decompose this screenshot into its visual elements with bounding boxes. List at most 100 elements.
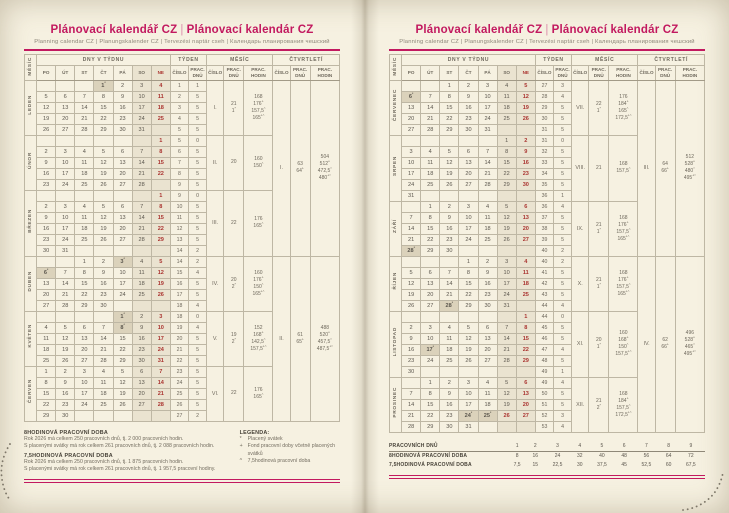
day-cell: 6 xyxy=(74,321,95,334)
value-line: 168 xyxy=(619,390,628,397)
day-cell: 19 xyxy=(93,167,114,180)
day-cell: 14 xyxy=(55,277,76,290)
day-cell: 18 xyxy=(496,101,517,114)
group-header-days: DNY V TÝDNU xyxy=(36,53,171,66)
day-cell xyxy=(515,123,536,136)
hours-row: PRACOVNÍCH DNŮ 1 2 3 4 5 6 7 8 9 xyxy=(389,441,705,452)
day-cell xyxy=(515,189,536,202)
day-cell: 20 xyxy=(515,222,536,235)
day-cell: 13 xyxy=(112,156,133,169)
week-number: 44 xyxy=(534,310,555,323)
hours-value: 37,5 xyxy=(597,462,607,469)
day-cell: 13 xyxy=(55,101,76,114)
day-cell: 8 xyxy=(515,321,536,334)
day-cell: 2 xyxy=(458,79,479,92)
marker: ^ xyxy=(330,336,332,341)
day-cell: 13 xyxy=(74,332,95,345)
day-cell: 14 xyxy=(93,332,114,345)
week-workdays: 1 xyxy=(552,189,573,202)
month-name: KVĚTEN xyxy=(23,310,38,367)
day-header-PÁ: PÁ xyxy=(112,64,133,81)
day-cell: 6* xyxy=(401,90,422,103)
week-number: 40 xyxy=(534,244,555,257)
day-cell xyxy=(477,365,498,378)
day-cell: 9 xyxy=(477,266,498,279)
value-line: 528+ xyxy=(684,335,695,344)
month-workdays: 20 xyxy=(223,134,245,191)
day-cell: 28 xyxy=(131,178,152,191)
day-cell: 6 xyxy=(55,90,76,103)
day-cell: 20 xyxy=(36,288,57,301)
day-cell: 10 xyxy=(496,266,517,279)
value-line: 520+ xyxy=(319,329,330,338)
marker: * xyxy=(123,311,125,316)
week-number: 39 xyxy=(534,233,555,246)
day-cell: 26 xyxy=(93,233,114,246)
day-cell: 8 xyxy=(93,90,114,103)
day-cell: 16 xyxy=(401,343,422,356)
quarter-workhours-header: PRAC. HODIN xyxy=(309,64,341,81)
day-cell: 8 xyxy=(420,211,441,224)
week-workdays: 5 xyxy=(187,90,208,103)
month-name-label: BŘEZEN xyxy=(28,208,34,233)
value-line: 512+ xyxy=(319,159,330,168)
month-name-label: ŘÍJEN xyxy=(393,272,399,290)
hours-row: 8HODINOVÁ PRACOVNÍ DOBA 8 16 24 32 40 48 56 64 72 xyxy=(389,451,705,461)
month-name-label: ÚNOR xyxy=(28,151,34,169)
value-line: 157,5^ xyxy=(251,105,266,114)
marker: ^ xyxy=(261,281,264,286)
week-workdays: 0 xyxy=(187,134,208,147)
quarter-workdays: 61 65+ xyxy=(289,255,311,422)
day-cell: 16 xyxy=(93,277,114,290)
week-workdays: 5 xyxy=(187,365,208,378)
day-cell: 30 xyxy=(458,123,479,136)
value-line: 157,5^ xyxy=(616,166,631,175)
hours-value: 6 xyxy=(616,441,633,452)
week-number: 15 xyxy=(169,266,190,279)
week-workdays: 5 xyxy=(187,101,208,114)
day-cell: 10 xyxy=(55,211,76,224)
day-cell: 4 xyxy=(477,200,498,213)
group-header-days: DNY V TÝDNU xyxy=(401,53,536,66)
day-cell xyxy=(496,365,517,378)
day-cell: 8 xyxy=(36,376,57,389)
day-cell: 1 xyxy=(150,189,171,202)
value-line: 66+ xyxy=(661,166,669,175)
value-line: 176+ xyxy=(618,274,629,283)
day-cell: 14 xyxy=(401,222,422,235)
day-cell xyxy=(420,310,441,323)
month-workhours: 168 176+ 157,5^ 165+^ xyxy=(608,200,639,257)
day-cell: 7 xyxy=(439,266,460,279)
hours-value: 40 xyxy=(599,453,605,460)
day-cell xyxy=(439,255,460,268)
day-cell: 28 xyxy=(150,398,171,411)
legend-text: Fond pracovní doby včetně placených svát… xyxy=(247,443,336,457)
day-cell: 4 xyxy=(420,145,441,158)
week-workdays: 4 xyxy=(552,376,573,389)
day-cell: 13 xyxy=(112,211,133,224)
day-cell xyxy=(131,189,152,202)
day-cell: 3 xyxy=(55,200,76,213)
day-cell xyxy=(458,134,479,147)
day-cell: 6 xyxy=(112,200,133,213)
week-workdays: 5 xyxy=(552,266,573,279)
day-cell: 30 xyxy=(477,299,498,312)
day-cell: 3 xyxy=(55,145,76,158)
day-cell: 6 xyxy=(515,200,536,213)
day-cell: 12 xyxy=(55,332,76,345)
day-cell: 16 xyxy=(36,167,57,180)
week-number: 52 xyxy=(534,409,555,422)
legend-symbol: + xyxy=(239,443,243,450)
day-cell: 5 xyxy=(55,321,76,334)
footer-rule-left xyxy=(24,478,340,484)
day-cell: 11 xyxy=(420,156,441,169)
day-cell: 11 xyxy=(496,90,517,103)
day-cell xyxy=(150,244,171,257)
week-workdays: 5 xyxy=(187,156,208,169)
value-line: 157,5^ xyxy=(616,226,631,235)
day-cell xyxy=(112,244,133,257)
day-cell: 17* xyxy=(420,343,441,356)
day-cell: 20 xyxy=(420,288,441,301)
day-cell: 2 xyxy=(36,145,57,158)
week-number: 8 xyxy=(169,167,190,180)
